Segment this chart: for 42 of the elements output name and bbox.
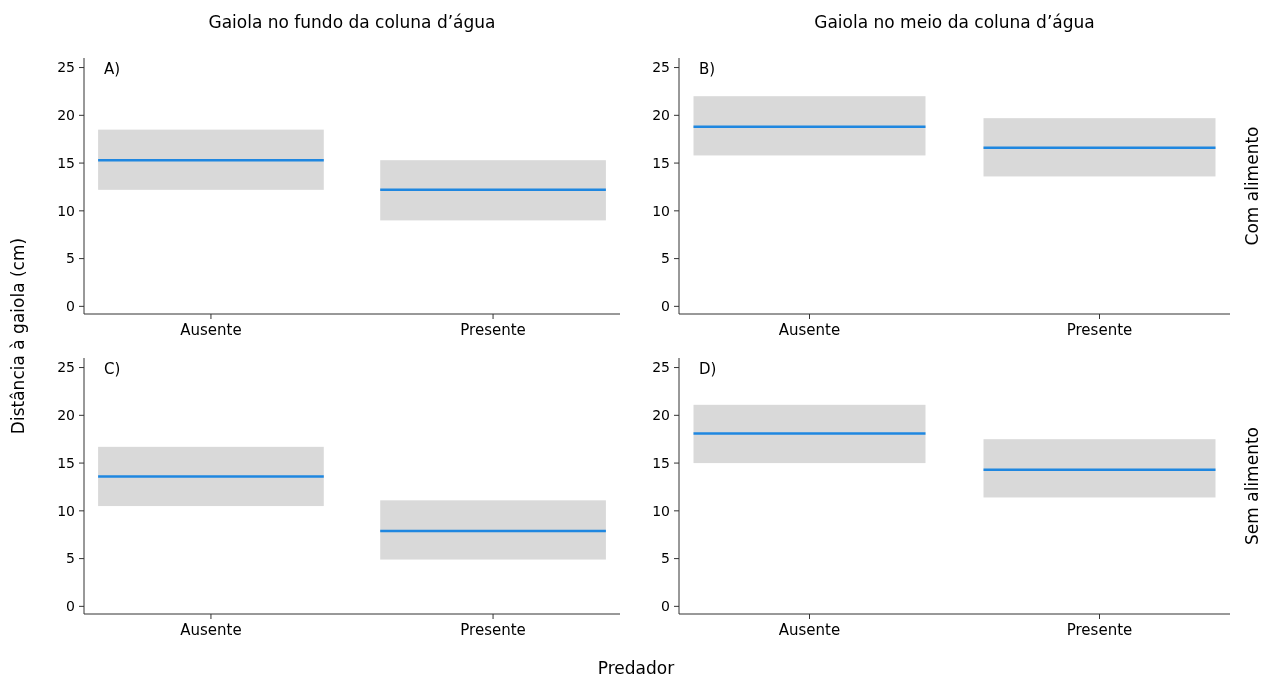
chart-title: Gaiola no meio da coluna d’água [814,12,1095,32]
y-tick-label: 0 [66,298,75,315]
y-tick-label: 5 [66,550,75,567]
x-tick-label: Ausente [778,621,841,639]
x-tick-label: Presente [1066,621,1133,639]
y-tick-label: 15 [652,154,670,171]
annotation: B) [699,60,716,78]
annotation: D) [699,360,717,378]
y2-axis-title: Com alimento [1242,126,1262,246]
y-tick-label: 25 [652,59,670,76]
y-tick-label: 20 [652,107,670,124]
y-tick-label: 5 [66,250,75,267]
x-axis-title: Predador [597,658,675,678]
x-tick-label: Presente [460,621,526,639]
y-tick-label: 15 [57,454,75,471]
y-tick-label: 10 [652,202,670,219]
annotation: A) [104,60,121,78]
annotation: C) [104,360,121,378]
x-tick-label: Ausente [180,321,242,339]
y-tick-label: 10 [57,202,75,219]
y-tick-label: 25 [57,359,75,376]
y-tick-label: 20 [57,407,75,424]
y-tick-label: 15 [57,154,75,171]
y-tick-label: 25 [57,59,75,76]
y-axis-title: Distância à gaiola (cm) [8,237,28,435]
y-tick-label: 15 [652,454,670,471]
chart-title: Gaiola no fundo da coluna d’água [208,12,496,32]
x-tick-label: Ausente [180,621,242,639]
y-tick-label: 0 [661,298,670,315]
y-tick-label: 0 [661,598,670,615]
y-tick-label: 25 [652,359,670,376]
y-tick-label: 20 [57,107,75,124]
y2-axis-title: Sem alimento [1242,427,1262,545]
y-tick-label: 5 [661,250,670,267]
y-tick-label: 5 [661,550,670,567]
x-tick-label: Ausente [778,321,841,339]
y-tick-label: 20 [652,407,670,424]
y-tick-label: 0 [66,598,75,615]
x-tick-label: Presente [1066,321,1133,339]
y-tick-label: 10 [57,502,75,519]
x-tick-label: Presente [460,321,526,339]
y-tick-label: 10 [652,502,670,519]
